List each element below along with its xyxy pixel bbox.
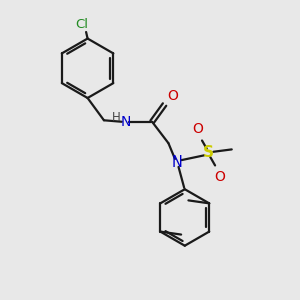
Text: N: N — [120, 115, 130, 129]
Text: O: O — [192, 122, 203, 136]
Text: N: N — [172, 155, 183, 170]
Text: H: H — [112, 110, 121, 124]
Text: Cl: Cl — [76, 18, 89, 31]
Text: O: O — [167, 89, 178, 103]
Text: S: S — [203, 146, 214, 160]
Text: O: O — [214, 170, 225, 184]
